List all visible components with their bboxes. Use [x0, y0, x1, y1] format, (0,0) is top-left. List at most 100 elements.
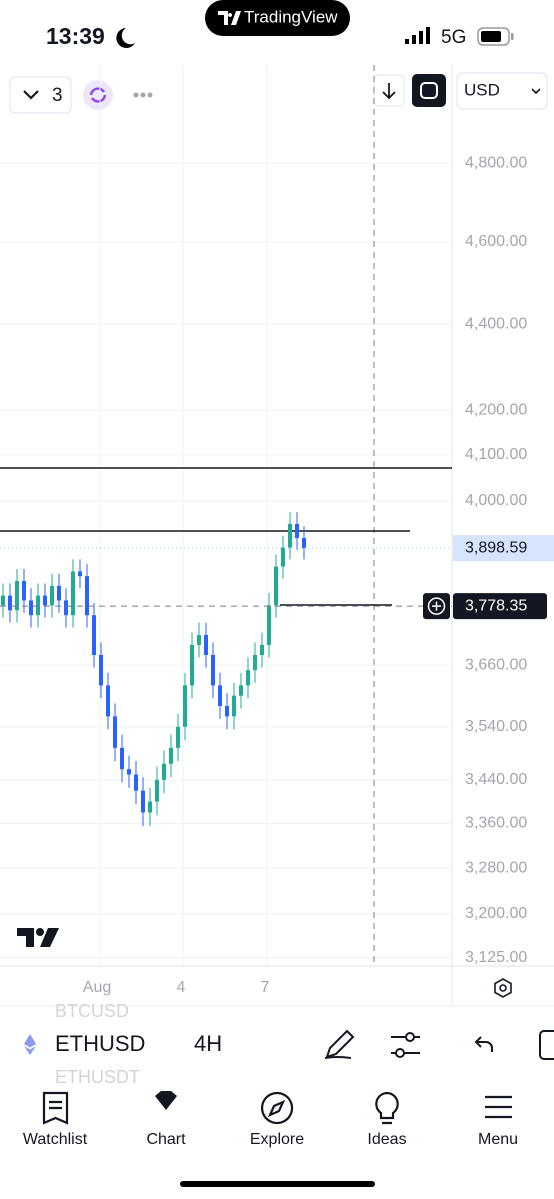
- fullscreen-button[interactable]: [412, 74, 446, 107]
- candle-body: [169, 747, 173, 764]
- candle-body: [15, 581, 19, 611]
- last-price-badge: [453, 535, 554, 562]
- next-symbol: ETHUSDT: [55, 1067, 140, 1087]
- tab-label[interactable]: Explore: [250, 1131, 304, 1148]
- candle-body: [288, 523, 292, 548]
- candle-body: [225, 706, 229, 717]
- battery: [477, 27, 514, 46]
- candle-body: [106, 685, 110, 717]
- y-tick-label: 4,000.00: [465, 492, 527, 509]
- currency: USD: [464, 80, 500, 99]
- candle-body: [57, 585, 61, 601]
- candle-body: [246, 670, 250, 686]
- plus-icon: [432, 601, 441, 611]
- fullscreen-icon: [420, 82, 438, 99]
- y-tick-label: 4,400.00: [465, 315, 527, 332]
- chart-icon[interactable]: [155, 1091, 177, 1110]
- candle-body: [113, 716, 117, 748]
- candle-body: [204, 634, 208, 655]
- tv-logo-small: [218, 11, 241, 25]
- y-tick-label: 3,440.00: [465, 771, 527, 788]
- candle-body: [92, 615, 96, 655]
- candle-body: [8, 595, 12, 611]
- chevron: [23, 90, 39, 100]
- signal-icon: [405, 27, 430, 44]
- candle-body: [232, 695, 236, 717]
- tab-label[interactable]: Menu: [478, 1131, 518, 1148]
- tab-bar: Watchlist Chart Explore Ideas Menu: [23, 1131, 518, 1148]
- x-tick-label: 7: [261, 979, 270, 996]
- explore-icon[interactable]: [261, 1091, 294, 1125]
- candle-body: [253, 654, 257, 671]
- moon-icon: [116, 28, 135, 48]
- arrow-down: [382, 83, 396, 100]
- tab-label[interactable]: Chart: [146, 1131, 186, 1148]
- candle-body: [22, 581, 26, 601]
- island-label: TradingView: [244, 7, 338, 26]
- candle-body: [85, 576, 89, 616]
- candle-body: [155, 779, 159, 802]
- candle-body: [183, 685, 187, 727]
- layout-count: 3: [52, 85, 63, 106]
- menu-icon[interactable]: [485, 1095, 512, 1119]
- prev-symbol: BTCUSD: [55, 1001, 129, 1021]
- candle-body: [162, 763, 166, 780]
- candle-body: [197, 634, 201, 645]
- candle-body: [218, 685, 222, 707]
- crosshair-badge: [453, 593, 547, 620]
- more-dots[interactable]: [133, 92, 153, 98]
- tv-watermark: [17, 928, 59, 947]
- candles: [1, 512, 306, 827]
- candle-body: [36, 595, 40, 616]
- candle-body: [99, 654, 103, 686]
- tab-label[interactable]: Watchlist: [23, 1131, 88, 1148]
- crosshair-label: 3,778.35: [465, 597, 527, 614]
- ideas-icon[interactable]: [375, 1091, 399, 1125]
- candle-body: [71, 571, 75, 616]
- tab-label[interactable]: Ideas: [367, 1131, 406, 1148]
- interval[interactable]: 4H: [194, 1031, 222, 1056]
- candle-body: [120, 747, 124, 770]
- plus-icon: [427, 597, 446, 615]
- candle-body: [211, 654, 215, 686]
- candle-body: [176, 726, 180, 748]
- x-tick-label: Aug: [83, 979, 111, 996]
- x-tick-label: 4: [177, 979, 186, 996]
- candle-body: [148, 801, 152, 813]
- indicator-icon[interactable]: [391, 1032, 420, 1058]
- y-tick-label: 3,540.00: [465, 718, 527, 735]
- eth-icon: [24, 1034, 36, 1055]
- candle-body: [78, 571, 82, 577]
- currency-dropdown[interactable]: [456, 72, 548, 110]
- candle-body: [134, 774, 138, 791]
- sync-button[interactable]: [83, 80, 113, 110]
- last-price-label: 3,898.59: [465, 539, 527, 556]
- time-axis-settings[interactable]: [494, 978, 512, 998]
- draw-tool-icon[interactable]: [324, 1029, 355, 1059]
- candle-body: [302, 538, 306, 549]
- y-tick-label: 3,125.00: [465, 949, 527, 966]
- y-tick-label: 4,600.00: [465, 233, 527, 250]
- candle-body: [295, 523, 299, 539]
- more-tools[interactable]: [539, 1030, 554, 1060]
- candle-body: [1, 595, 5, 606]
- network: 5G: [441, 27, 466, 48]
- undo-icon[interactable]: [474, 1036, 493, 1052]
- y-tick-label: 3,200.00: [465, 905, 527, 922]
- y-tick-label: 3,360.00: [465, 815, 527, 832]
- candle-body: [274, 566, 278, 606]
- layout-button[interactable]: [9, 76, 72, 114]
- grid: [0, 65, 452, 966]
- y-tick-label: 3,660.00: [465, 656, 527, 673]
- symbol[interactable]: ETHUSD: [55, 1031, 145, 1056]
- watchlist-icon[interactable]: [42, 1091, 69, 1125]
- y-tick-label: 4,100.00: [465, 446, 527, 463]
- candle-body: [141, 790, 145, 813]
- candle-body: [50, 585, 54, 606]
- candle-body: [64, 600, 68, 616]
- home-indicator: [180, 1181, 375, 1187]
- candle-body: [190, 644, 194, 686]
- y-tick-label: 4,200.00: [465, 401, 527, 418]
- chevron: [531, 88, 541, 95]
